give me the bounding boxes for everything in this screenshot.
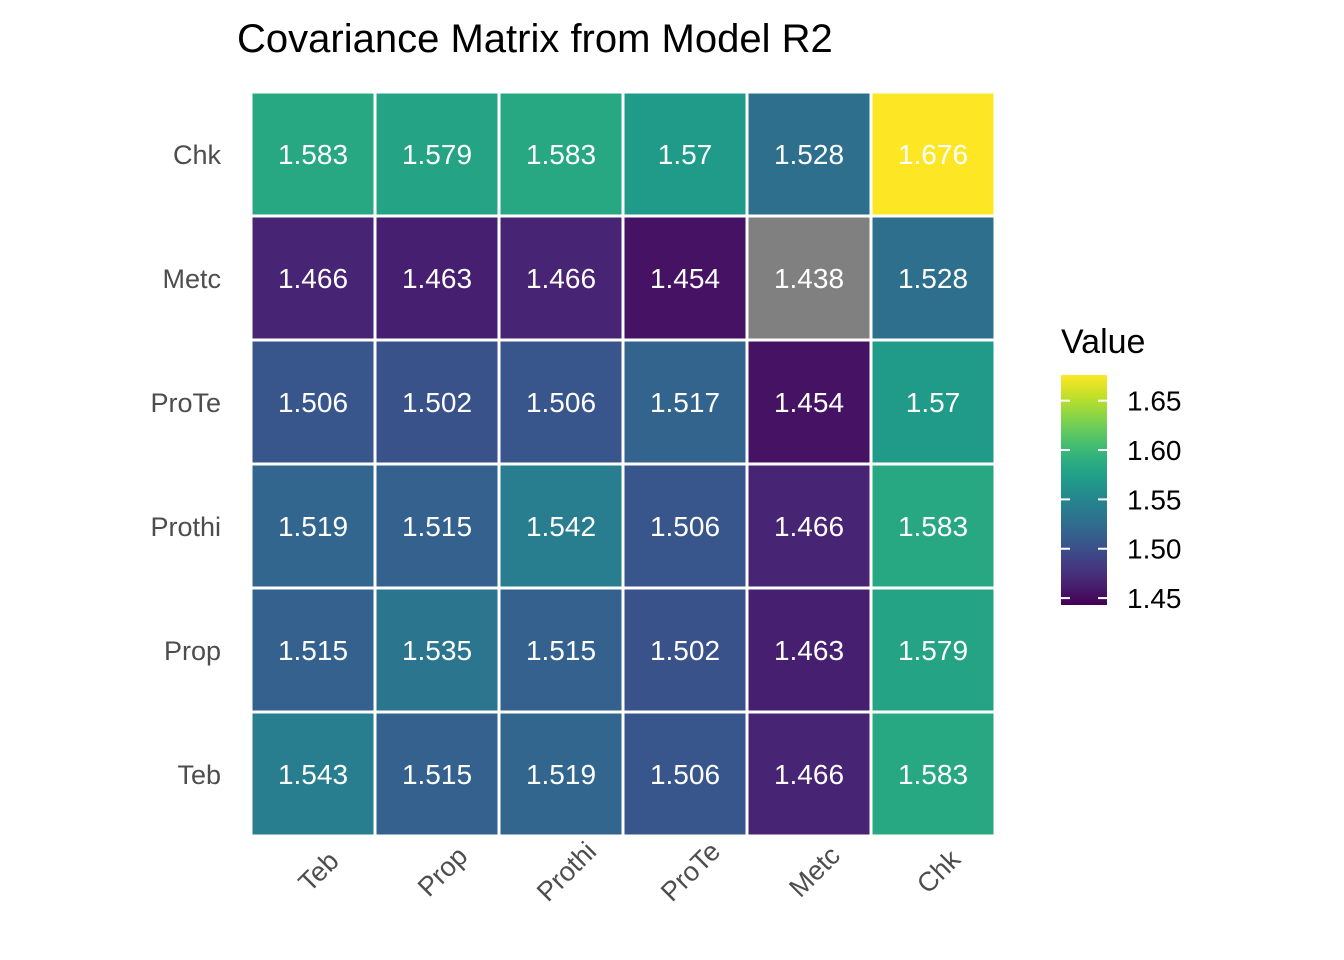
x-axis-tick-labels: Teb Prop Prothi ProTe Metc Chk [293, 836, 967, 907]
legend-break-label: 1.45 [1127, 583, 1182, 614]
cell-value-label: 1.583 [278, 139, 348, 170]
heatmap-cell-metc-prop [376, 217, 498, 339]
cell-value-label: 1.506 [650, 759, 720, 790]
heatmap-cell-teb-chk [872, 713, 994, 835]
cell-value-label: 1.515 [402, 511, 472, 542]
cell-value-label: 1.466 [278, 263, 348, 294]
legend-break-label: 1.55 [1127, 484, 1182, 515]
heatmap-cell-teb-prote [624, 713, 746, 835]
heatmap-cell-prote-prothi [500, 341, 622, 463]
x-tick-label: Teb [293, 846, 345, 898]
cell-value-label: 1.454 [650, 263, 720, 294]
y-axis-tick-labels: Teb Prop Prothi ProTe Metc Chk [150, 140, 221, 790]
chart-title: Covariance Matrix from Model R2 [237, 17, 833, 61]
legend-break-label: 1.50 [1127, 534, 1182, 565]
heatmap-cell-prop-metc [748, 589, 870, 711]
heatmap-cell-prothi-chk [872, 465, 994, 587]
cell-value-label: 1.583 [526, 139, 596, 170]
heatmap-cell-metc-teb [252, 217, 374, 339]
cell-value-label: 1.466 [774, 511, 844, 542]
heatmap-cell-prop-prothi [500, 589, 622, 711]
heatmap-cell-chk-prop [376, 93, 498, 215]
x-tick-label: Metc [783, 840, 846, 903]
cell-value-label: 1.515 [402, 759, 472, 790]
cell-value-label: 1.517 [650, 387, 720, 418]
heatmap-cell-teb-prothi [500, 713, 622, 835]
legend-break-label: 1.60 [1127, 435, 1182, 466]
cell-value-label: 1.463 [402, 263, 472, 294]
heatmap-cell-prop-prop [376, 589, 498, 711]
heatmap-cell-prote-prote [624, 341, 746, 463]
heatmap-cell-metc-prothi [500, 217, 622, 339]
x-tick-label: Prothi [531, 836, 602, 907]
cell-value-label: 1.506 [278, 387, 348, 418]
heatmap-cell-teb-metc [748, 713, 870, 835]
y-tick-label: Teb [177, 760, 221, 790]
cell-value-label: 1.57 [658, 139, 713, 170]
y-tick-label: Metc [162, 264, 221, 294]
cell-value-label: 1.528 [898, 263, 968, 294]
cell-value-label: 1.583 [898, 759, 968, 790]
legend-colorbar [1061, 375, 1107, 605]
y-tick-label: Chk [173, 140, 222, 170]
cell-value-label: 1.579 [402, 139, 472, 170]
heatmap-cell-prop-chk [872, 589, 994, 711]
cell-value-label: 1.506 [650, 511, 720, 542]
cell-value-label: 1.528 [774, 139, 844, 170]
heatmap-cell-teb-teb [252, 713, 374, 835]
cell-value-label: 1.515 [526, 635, 596, 666]
heatmap-cell-prothi-metc [748, 465, 870, 587]
cell-value-label: 1.579 [898, 635, 968, 666]
cell-value-label: 1.438 [774, 263, 844, 294]
x-tick-label: Prop [412, 841, 474, 903]
legend-break-label: 1.65 [1127, 386, 1182, 417]
heatmap-cell-metc-chk [872, 217, 994, 339]
heatmap-cell-chk-chk [872, 93, 994, 215]
cell-value-label: 1.463 [774, 635, 844, 666]
cell-value-label: 1.466 [774, 759, 844, 790]
heatmap-cell-teb-prop [376, 713, 498, 835]
y-tick-label: Prothi [150, 512, 221, 542]
heatmap-cells: 1.543 1.515 1.519 1.506 1.466 1.583 1.515 1.535… [252, 93, 994, 835]
cell-value-label: 1.57 [906, 387, 961, 418]
cell-value-label: 1.676 [898, 139, 968, 170]
heatmap-cell-prote-teb [252, 341, 374, 463]
cell-value-label: 1.543 [278, 759, 348, 790]
color-legend: Value 1.45 1.50 1.55 1.60 1.65 [1061, 323, 1182, 614]
heatmap-cell-prote-metc [748, 341, 870, 463]
heatmap-cell-metc-prote [624, 217, 746, 339]
cell-value-label: 1.502 [402, 387, 472, 418]
heatmap-cell-chk-metc [748, 93, 870, 215]
cell-value-label: 1.535 [402, 635, 472, 666]
cell-value-label: 1.506 [526, 387, 596, 418]
legend-title: Value [1061, 323, 1145, 361]
y-tick-label: Prop [164, 636, 221, 666]
heatmap-cell-prop-prote [624, 589, 746, 711]
heatmap-cell-chk-prote [624, 93, 746, 215]
heatmap-cell-prothi-prote [624, 465, 746, 587]
heatmap-cell-chk-teb [252, 93, 374, 215]
heatmap-cell-prote-prop [376, 341, 498, 463]
y-tick-label: ProTe [150, 388, 221, 418]
heatmap-cell-prote-chk [872, 341, 994, 463]
cell-value-label: 1.502 [650, 635, 720, 666]
x-tick-label: ProTe [655, 836, 726, 907]
heatmap-cell-chk-prothi [500, 93, 622, 215]
heatmap-cell-metc-metc [748, 217, 870, 339]
cell-value-label: 1.519 [278, 511, 348, 542]
cell-value-label: 1.519 [526, 759, 596, 790]
heatmap-cell-prop-teb [252, 589, 374, 711]
cell-value-label: 1.515 [278, 635, 348, 666]
cell-value-label: 1.454 [774, 387, 844, 418]
cell-value-label: 1.466 [526, 263, 596, 294]
heatmap-cell-prothi-prothi [500, 465, 622, 587]
cell-value-label: 1.542 [526, 511, 596, 542]
x-tick-label: Chk [911, 844, 967, 900]
cell-value-label: 1.583 [898, 511, 968, 542]
heatmap-cell-prothi-teb [252, 465, 374, 587]
heatmap-cell-prothi-prop [376, 465, 498, 587]
